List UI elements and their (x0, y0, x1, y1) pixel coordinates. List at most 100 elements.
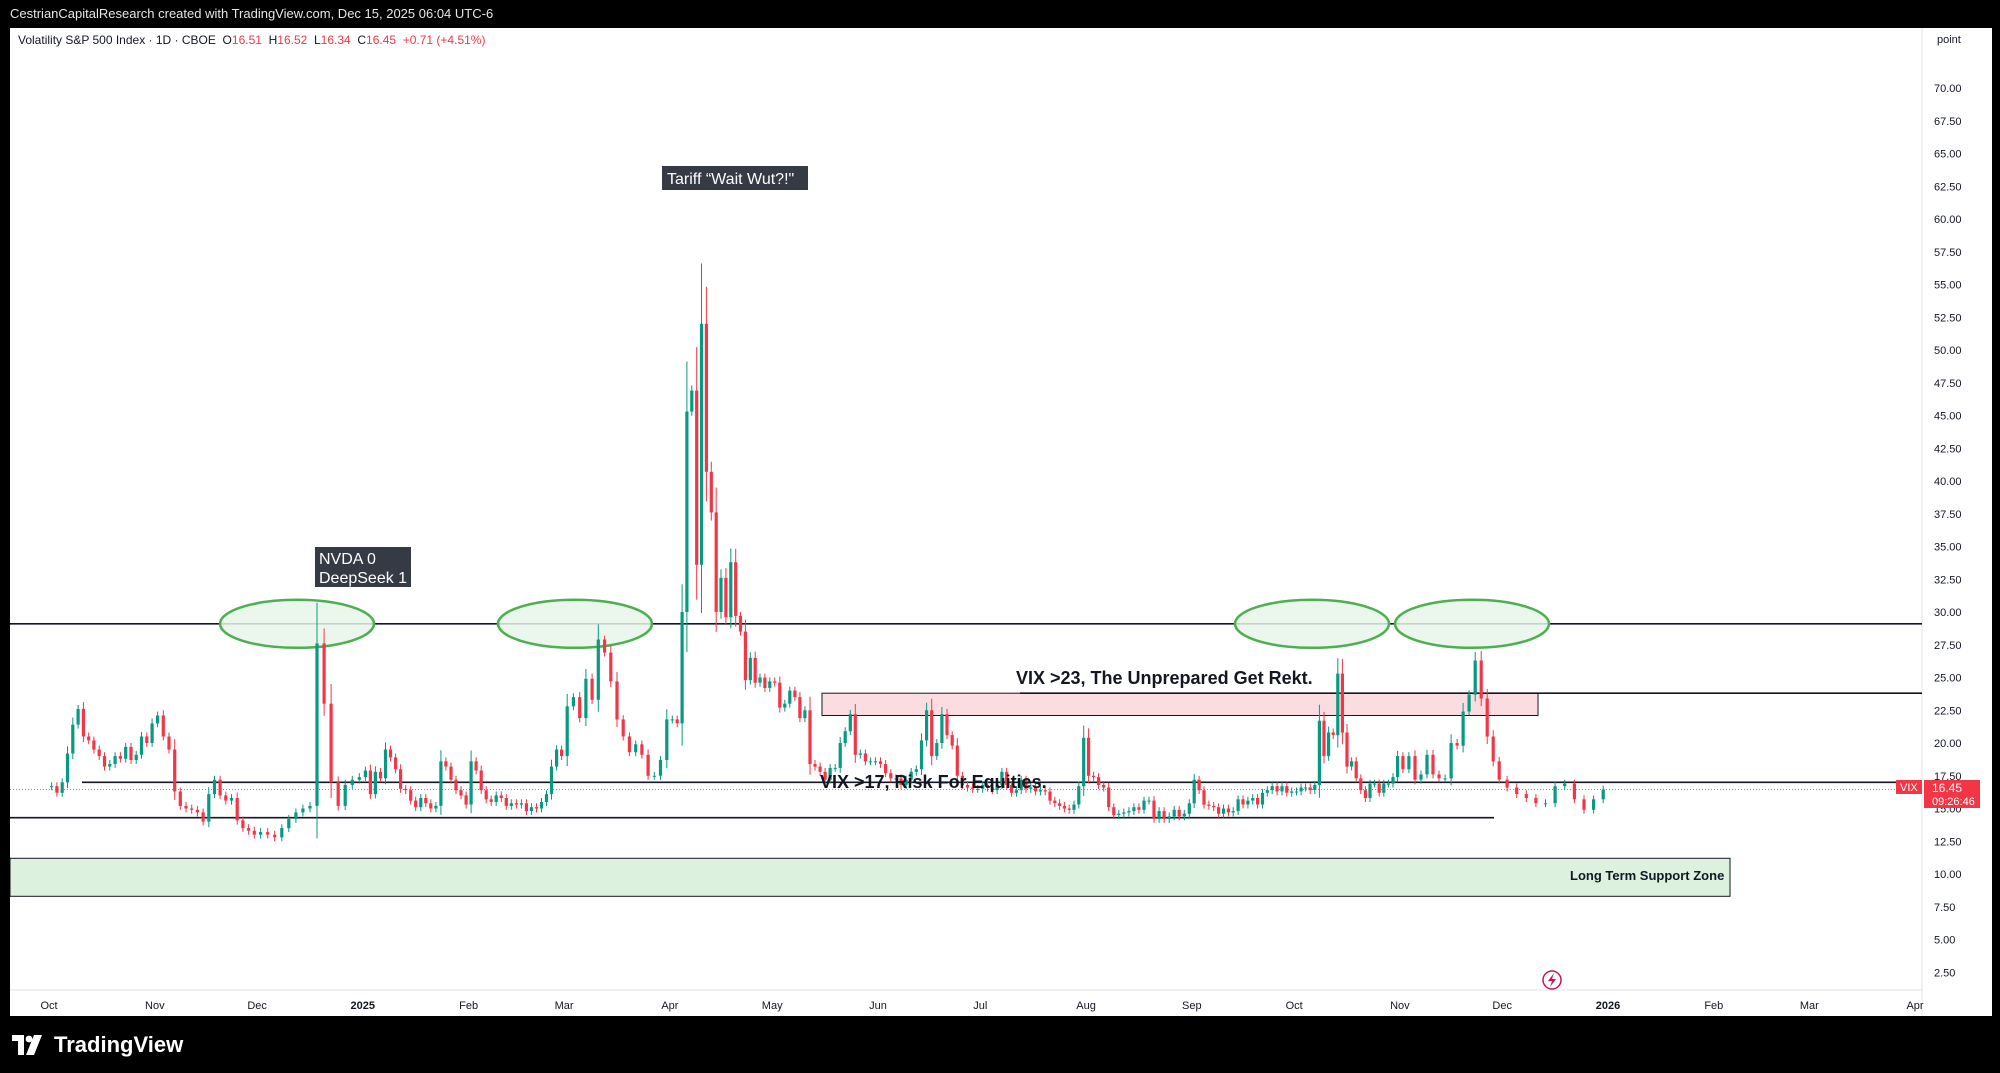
resistance-ellipse-3 (1393, 598, 1551, 650)
candle-body-75 (474, 761, 478, 771)
candle-body-280 (1543, 803, 1548, 805)
candle-body-221 (1221, 808, 1226, 814)
candle-body-6 (81, 708, 85, 737)
candle-body-170 (971, 787, 975, 789)
candle-body-63 (414, 800, 418, 808)
candle-body-181 (1024, 779, 1028, 789)
candle-body-117 (704, 323, 708, 472)
candle-body-153 (884, 764, 888, 774)
candle-body-152 (878, 761, 883, 764)
candle-body-171 (976, 788, 980, 790)
candle-body-212 (1177, 809, 1181, 817)
candle-body-34 (235, 798, 239, 821)
price-tick-1: 5.00 (1934, 935, 1955, 947)
candle-body-18 (145, 736, 149, 743)
candle-body-251 (1363, 790, 1367, 799)
candle-body-32 (224, 795, 228, 801)
candle-body-228 (1256, 798, 1260, 805)
candle-body-39 (266, 832, 270, 835)
candle-body-74 (469, 761, 473, 805)
symbol-tag-box (1896, 780, 1922, 794)
candle-body-249 (1354, 761, 1358, 779)
candle-body-168 (960, 775, 964, 785)
candle-body-198 (1107, 787, 1111, 808)
candle-body-269 (1461, 711, 1465, 746)
candle-body-213 (1182, 813, 1186, 817)
candle-body-3 (65, 753, 70, 783)
candle-body-227 (1251, 798, 1255, 801)
legend-high-value: 16.52 (277, 33, 308, 47)
candle-body-72 (459, 790, 463, 796)
candle-body-150 (868, 761, 872, 763)
candle-body-15 (129, 746, 133, 760)
candle-body-147 (853, 714, 857, 755)
candle-body-217 (1202, 790, 1206, 805)
candle-body-279 (1534, 798, 1538, 804)
price-tick-6: 17.50 (1934, 771, 1962, 783)
candle-body-234 (1285, 786, 1289, 793)
candle-body-84 (519, 803, 523, 805)
price-tick-3: 10.00 (1934, 869, 1962, 881)
resistance-ellipse-2 (1233, 598, 1391, 650)
legend-low-label: L (313, 33, 321, 47)
resistance-ellipse-1 (496, 598, 654, 650)
candle-body-51 (350, 779, 354, 785)
candle-body-246 (1340, 673, 1344, 733)
price-axis-unit: point (1937, 34, 1961, 46)
attribution-text: CestrianCapitalResearch created with Tra… (10, 6, 494, 21)
price-tick-12: 32.50 (1934, 574, 1962, 586)
candle-body-233 (1280, 786, 1284, 792)
current-price-tag: 16.45 (1932, 781, 1962, 795)
price-tick-27: 70.00 (1934, 83, 1962, 95)
candle-body-197 (1102, 784, 1106, 788)
candle-body-281 (1553, 786, 1557, 804)
candle-body-102 (621, 719, 625, 737)
price-tick-9: 25.00 (1934, 673, 1962, 685)
candle-body-131 (773, 681, 777, 683)
candle-body-76 (479, 770, 483, 791)
candle-body-120 (719, 577, 723, 612)
candle-body-130 (768, 681, 772, 688)
candle-body-137 (803, 710, 807, 719)
candle-body-257 (1391, 777, 1395, 784)
candle-body-247 (1345, 732, 1349, 767)
candle-body-78 (489, 799, 493, 802)
candle-body-253 (1373, 783, 1377, 785)
candle-body-282 (1563, 783, 1567, 787)
symbol-legend: Volatility S&P 500 Index · 1D · CBOE O16… (18, 33, 485, 47)
candle-body-41 (280, 828, 284, 838)
candle-body-264 (1431, 754, 1435, 775)
lightning-icon[interactable] (1542, 970, 1562, 990)
candle-body-270 (1467, 694, 1471, 712)
candle-body-260 (1407, 756, 1411, 770)
candle-body-70 (449, 766, 453, 780)
tradingview-logo[interactable]: TradingView (12, 1030, 183, 1060)
candle-body-242 (1322, 720, 1326, 757)
candle-body-97 (590, 678, 594, 700)
chart-area[interactable]: point 2.50 5.00 7.50 10.00 12.50 15.00 17.50 20… (10, 28, 1992, 1016)
candle-body-220 (1217, 807, 1221, 814)
candle-body-111 (675, 719, 679, 724)
support-zone-label: Long Term Support Zone (1570, 868, 1724, 883)
candle-body-182 (1029, 787, 1033, 789)
candle-body-273 (1485, 698, 1489, 737)
candle-body-236 (1294, 791, 1299, 793)
price-tick-2: 7.50 (1934, 902, 1955, 914)
chart-canvas[interactable]: point 2.505.007.5010.0012.5015.0017.5020… (10, 28, 1992, 1016)
time-tick-2: Dec (247, 1000, 267, 1012)
candle-body-38 (259, 832, 263, 835)
candle-body-46 (315, 643, 319, 806)
candle-body-250 (1359, 778, 1363, 791)
candle-body-65 (424, 798, 428, 804)
candle-body-192 (1077, 786, 1081, 805)
zones-layer (10, 692, 1731, 897)
candle-body-149 (863, 753, 867, 762)
candle-body-258 (1396, 756, 1400, 778)
candle-body-7 (87, 736, 91, 741)
candle-body-132 (778, 682, 782, 708)
candle-body-77 (484, 790, 488, 800)
price-tick-21: 55.00 (1934, 280, 1962, 292)
candle-body-223 (1231, 811, 1235, 813)
candle-body-119 (714, 512, 718, 612)
candle-body-125 (743, 631, 747, 681)
